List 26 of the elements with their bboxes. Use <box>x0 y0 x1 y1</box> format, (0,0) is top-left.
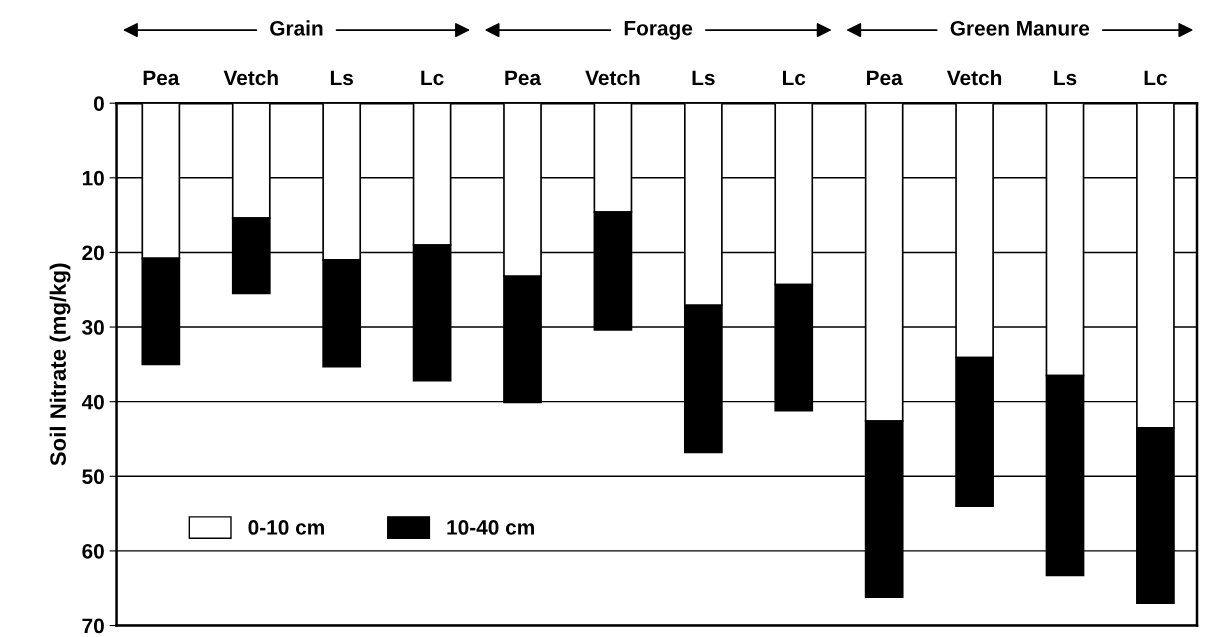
x-tick-label: Pea <box>143 70 180 86</box>
y-tick-label: 20 <box>82 245 104 261</box>
y-axis-title: Soil Nitrate (mg/kg) <box>49 263 71 466</box>
x-tick-label: Pea <box>505 70 542 86</box>
text: Forage <box>624 21 693 40</box>
y-tick-label: 70 <box>82 618 104 634</box>
y-tick-label: 30 <box>82 320 104 335</box>
x-tick-label: Lc <box>1144 70 1167 86</box>
y-tick-label: 0 <box>93 96 104 111</box>
x-tick-label: Vetch <box>223 69 278 86</box>
x-tick-label: Vetch <box>946 69 1002 86</box>
x-tick-label: Ls <box>692 70 715 86</box>
x-tick-label: Vetch <box>585 69 640 86</box>
x-tick-label: Ls <box>330 70 353 86</box>
y-tick-label: 50 <box>82 469 104 485</box>
legend-label: 10-40 cm <box>447 520 534 535</box>
text: Grain <box>270 20 323 36</box>
legend-label: 0-10 cm <box>248 520 324 535</box>
y-tick-label: 40 <box>81 394 104 410</box>
text: Green Manure <box>950 20 1090 36</box>
y-tick-label: 10 <box>82 170 104 186</box>
y-tick-label: 60 <box>82 543 104 559</box>
x-tick-label: Ls <box>1054 70 1077 86</box>
x-tick-label: Lc <box>782 70 806 86</box>
x-tick-label: Pea <box>867 70 903 86</box>
x-tick-label: Lc <box>421 70 444 86</box>
